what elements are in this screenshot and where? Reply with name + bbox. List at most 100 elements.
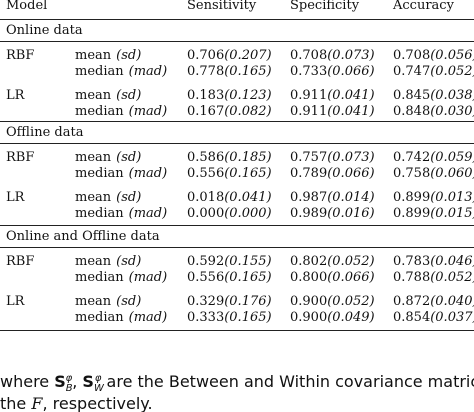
cell-detail: (0.176)	[224, 294, 272, 309]
stat-param: (sd)	[116, 150, 142, 165]
stat-param: (mad)	[128, 206, 168, 221]
stat-label: median (mad)	[75, 206, 167, 222]
text: ,	[72, 372, 83, 391]
stat: mean	[75, 88, 112, 103]
cell: 0.708(0.056)	[393, 48, 474, 64]
cell-detail: (0.046)	[430, 254, 474, 269]
cell-value: 0.329	[187, 294, 225, 309]
cell-value: 0.900	[290, 294, 328, 309]
stat: mean	[75, 190, 112, 205]
cell-value: 0.899	[393, 190, 431, 205]
model-name: LR	[6, 294, 25, 309]
stat-param: (mad)	[128, 310, 168, 325]
rule	[0, 121, 474, 122]
cell-detail: (0.165)	[224, 310, 272, 325]
cell: 0.802(0.052)	[290, 254, 375, 270]
cell-value: 0.708	[290, 48, 328, 63]
cell-detail: (0.013)	[430, 190, 474, 205]
symbol: S	[54, 372, 66, 391]
stat-label: median (mad)	[75, 64, 167, 80]
cell-detail: (0.030)	[430, 104, 474, 119]
symbol: F	[31, 394, 43, 412]
cell: 0.329(0.176)	[187, 294, 272, 310]
cell-value: 0.783	[393, 254, 431, 269]
stat-label: median (mad)	[75, 270, 167, 286]
stat: median	[75, 166, 124, 181]
stat-label: median (mad)	[75, 104, 167, 120]
cell: 0.783(0.046)	[393, 254, 474, 270]
cell-value: 0.183	[187, 88, 225, 103]
paragraph-line: where SBφ, SWφ are the Between and Withi…	[0, 372, 474, 394]
cell-detail: (0.066)	[327, 270, 375, 285]
model-name: RBF	[6, 150, 35, 165]
text: the	[0, 394, 32, 412]
cell: 0.742(0.059)	[393, 150, 474, 166]
cell: 0.018(0.041)	[187, 190, 272, 206]
cell-detail: (0.040)	[430, 294, 474, 309]
stat: mean	[75, 48, 112, 63]
rule	[0, 330, 474, 331]
stat-label: median (mad)	[75, 166, 167, 182]
cell-detail: (0.015)	[430, 206, 474, 221]
paragraph-line: the F, respectively.	[0, 394, 153, 412]
text: are the Between and Within covariance ma…	[106, 372, 474, 391]
cell-detail: (0.059)	[430, 150, 474, 165]
column-header: Sensitivity	[187, 0, 257, 13]
cell-detail: (0.207)	[224, 48, 272, 63]
stat-label: mean (sd)	[75, 88, 141, 104]
column-header: Accuracy	[393, 0, 454, 13]
cell: 0.854(0.037)	[393, 310, 474, 326]
cell-detail: (0.123)	[224, 88, 272, 103]
cell-detail: (0.014)	[327, 190, 375, 205]
cell-detail: (0.060)	[430, 166, 474, 181]
cell: 0.778(0.165)	[187, 64, 272, 80]
cell: 0.757(0.073)	[290, 150, 375, 166]
section-title: Online and Offline data	[6, 229, 160, 244]
cell-detail: (0.041)	[224, 190, 272, 205]
cell: 0.556(0.165)	[187, 166, 272, 182]
cell-value: 0.845	[393, 88, 431, 103]
cell-value: 0.987	[290, 190, 328, 205]
cell-value: 0.592	[187, 254, 225, 269]
cell-value: 0.802	[290, 254, 328, 269]
cell-detail: (0.052)	[327, 254, 375, 269]
cell-detail: (0.165)	[224, 64, 272, 79]
cell-value: 0.778	[187, 64, 225, 79]
section-title: Offline data	[6, 125, 84, 140]
cell-value: 0.911	[290, 104, 328, 119]
cell-value: 0.733	[290, 64, 328, 79]
cell: 0.758(0.060)	[393, 166, 474, 182]
cell: 0.900(0.049)	[290, 310, 375, 326]
cell: 0.556(0.165)	[187, 270, 272, 286]
cell-detail: (0.066)	[327, 64, 375, 79]
symbol: S	[82, 372, 94, 391]
cell: 0.900(0.052)	[290, 294, 375, 310]
cell-value: 0.789	[290, 166, 328, 181]
cell-value: 0.556	[187, 270, 225, 285]
stat-label: mean (sd)	[75, 254, 141, 270]
cell-detail: (0.073)	[327, 48, 375, 63]
stat: mean	[75, 254, 112, 269]
cell: 0.800(0.066)	[290, 270, 375, 286]
cell-detail: (0.066)	[327, 166, 375, 181]
stat-param: (mad)	[128, 104, 168, 119]
subscript: W	[93, 383, 104, 395]
cell-detail: (0.155)	[224, 254, 272, 269]
cell-value: 0.018	[187, 190, 225, 205]
cell-value: 0.800	[290, 270, 328, 285]
stat-param: (sd)	[116, 88, 142, 103]
stat-label: mean (sd)	[75, 150, 141, 166]
cell: 0.592(0.155)	[187, 254, 272, 270]
cell-detail: (0.041)	[327, 104, 375, 119]
cell: 0.733(0.066)	[290, 64, 375, 80]
cell: 0.000(0.000)	[187, 206, 272, 222]
model-name: RBF	[6, 254, 35, 269]
cell-value: 0.556	[187, 166, 225, 181]
stat-param: (sd)	[116, 190, 142, 205]
cell-value: 0.758	[393, 166, 431, 181]
cell: 0.788(0.052)	[393, 270, 474, 286]
cell-value: 0.788	[393, 270, 431, 285]
cell: 0.899(0.013)	[393, 190, 474, 206]
cell-detail: (0.041)	[327, 88, 375, 103]
